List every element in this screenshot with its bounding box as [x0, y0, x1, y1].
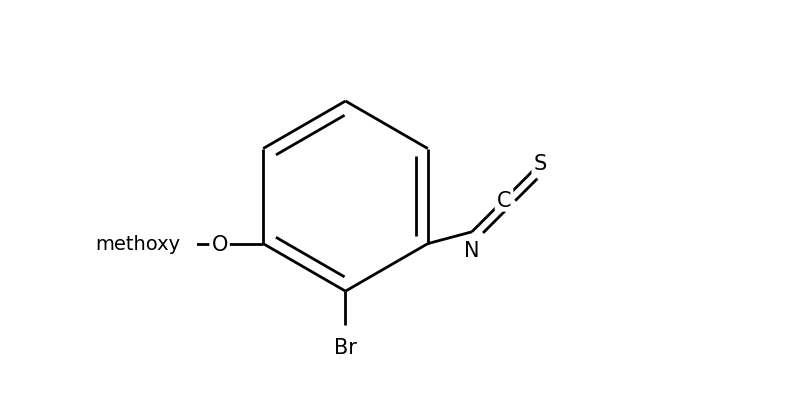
Text: O: O [212, 234, 228, 254]
Text: N: N [464, 240, 480, 260]
Text: Br: Br [334, 337, 357, 357]
Text: methoxy: methoxy [95, 234, 180, 254]
Text: C: C [497, 190, 511, 210]
Text: S: S [533, 154, 547, 174]
